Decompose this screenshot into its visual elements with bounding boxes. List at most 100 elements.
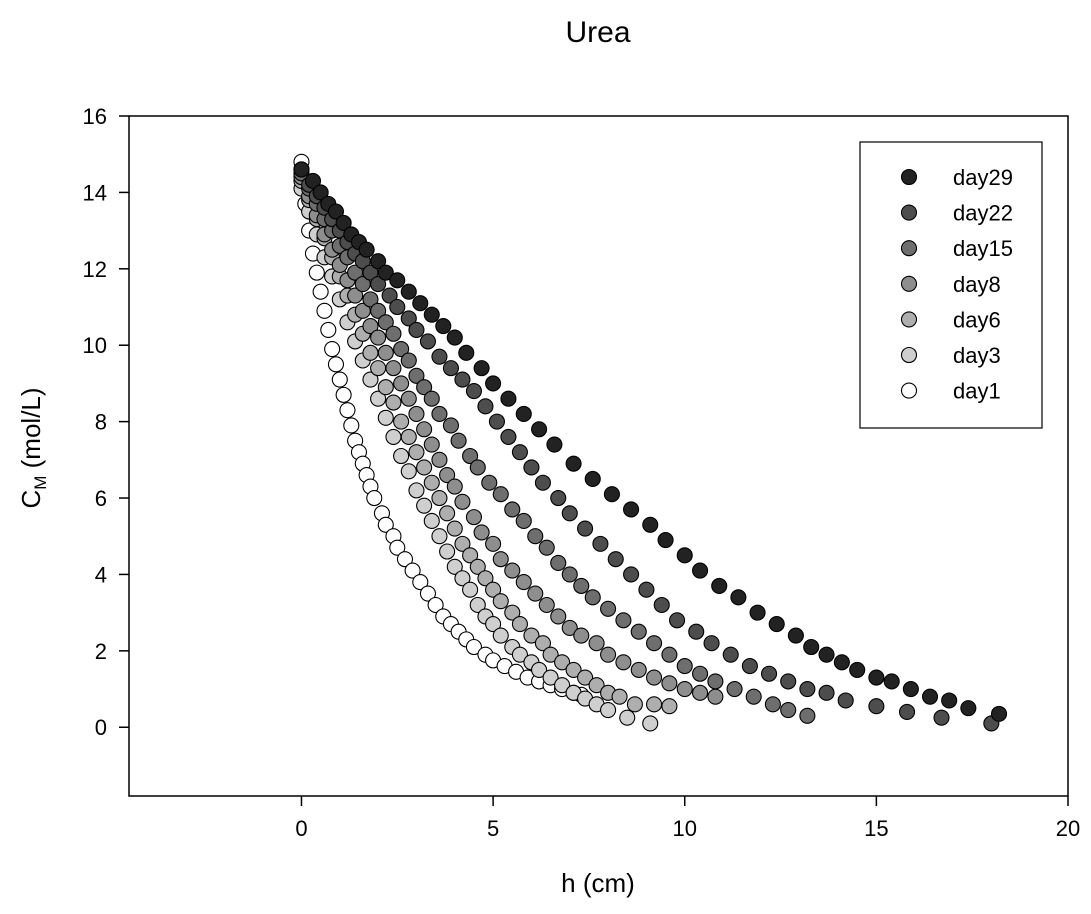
legend-marker <box>900 240 918 257</box>
data-point <box>400 283 417 300</box>
data-point <box>446 520 463 537</box>
data-point <box>419 333 436 350</box>
data-point <box>404 562 421 579</box>
data-point <box>385 428 402 445</box>
data-point <box>477 398 494 415</box>
data-point <box>703 635 720 652</box>
y-tick-label: 6 <box>95 486 107 511</box>
data-point <box>469 459 486 476</box>
data-point <box>692 562 709 579</box>
y-axis-label-main: C <box>16 490 46 509</box>
data-point <box>550 489 567 507</box>
data-point <box>554 677 571 694</box>
data-point <box>347 287 364 304</box>
data-point <box>393 413 410 430</box>
data-point <box>439 467 456 484</box>
data-point <box>550 608 567 625</box>
data-point <box>531 661 548 678</box>
legend-label: day8 <box>953 272 1001 297</box>
chart-title: Urea <box>565 16 630 49</box>
data-point <box>481 474 498 491</box>
data-point <box>538 539 555 556</box>
data-point <box>511 646 528 663</box>
data-point <box>592 535 609 552</box>
data-point <box>389 272 406 289</box>
legend-box <box>859 141 1043 429</box>
data-point <box>868 698 885 715</box>
data-point <box>990 705 1008 722</box>
data-point <box>293 161 310 178</box>
data-point <box>327 203 345 220</box>
data-point <box>630 623 647 640</box>
data-point <box>408 367 425 384</box>
data-point <box>577 669 594 686</box>
data-point <box>902 680 919 698</box>
data-point <box>462 581 479 598</box>
data-point <box>707 673 724 690</box>
legend-label: day6 <box>953 307 1001 332</box>
data-point <box>393 340 410 358</box>
data-point <box>485 535 502 552</box>
data-point <box>661 646 678 663</box>
data-point <box>366 489 383 507</box>
legend-label: day15 <box>953 236 1013 261</box>
data-point <box>492 627 509 644</box>
data-point <box>465 383 482 400</box>
data-point <box>327 356 345 373</box>
data-point <box>462 447 479 465</box>
data-point <box>389 298 406 316</box>
data-point <box>423 390 440 407</box>
data-point <box>615 612 632 629</box>
data-point <box>465 509 482 526</box>
x-axis-label: h (cm) <box>561 868 635 898</box>
data-point <box>408 444 425 461</box>
y-tick-label: 4 <box>95 562 107 587</box>
data-point <box>393 447 410 465</box>
data-point <box>362 371 379 388</box>
data-point <box>761 665 778 682</box>
data-point <box>676 680 693 698</box>
data-point <box>469 558 486 575</box>
data-point <box>377 516 394 533</box>
data-point <box>799 707 816 724</box>
data-point <box>623 566 640 583</box>
data-point <box>646 696 663 713</box>
data-point <box>370 276 387 293</box>
data-point <box>542 646 559 663</box>
data-point <box>941 692 958 709</box>
data-point <box>534 474 551 491</box>
legend-marker <box>900 168 918 186</box>
data-point <box>573 577 590 594</box>
data-point <box>362 291 379 308</box>
data-point <box>324 340 341 358</box>
data-point <box>561 566 578 583</box>
data-point <box>377 344 394 361</box>
data-point <box>611 688 628 705</box>
data-point <box>741 658 758 675</box>
data-point <box>653 596 670 614</box>
data-point <box>477 570 494 587</box>
data-point <box>400 352 417 369</box>
legend-label: day29 <box>953 165 1013 190</box>
data-point <box>550 554 567 572</box>
data-point <box>565 455 582 472</box>
legend-marker <box>900 382 918 399</box>
data-point <box>385 325 402 342</box>
data-point <box>584 470 601 487</box>
data-point <box>362 318 379 335</box>
data-point <box>504 501 521 518</box>
x-axis: 0 5 10 15 20 <box>295 796 1080 841</box>
data-point <box>745 688 762 705</box>
legend: day29 day22 day15 day8 day6 day3 day1 <box>859 141 1043 429</box>
y-axis: 0 2 4 6 8 10 12 14 16 <box>83 104 129 740</box>
data-point <box>707 688 724 705</box>
x-tick-label: 5 <box>487 816 499 841</box>
data-point <box>465 638 482 656</box>
legend-label: day22 <box>953 201 1013 226</box>
data-point <box>933 709 950 726</box>
data-point <box>423 512 440 529</box>
data-point <box>431 348 448 365</box>
y-tick-label: 2 <box>95 639 107 664</box>
data-point <box>626 696 643 713</box>
data-point <box>416 421 433 438</box>
